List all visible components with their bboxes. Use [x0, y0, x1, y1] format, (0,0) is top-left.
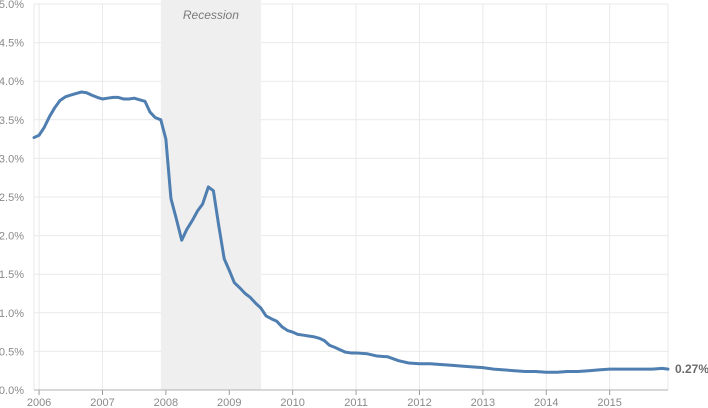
x-tick-label: 2009 [217, 397, 241, 408]
y-tick-label: 1.0% [0, 308, 24, 320]
y-axis-ticks: 0.0% 0.5% 1.0% 1.5% 2.0% 2.5% 3.0% 3.5% 4.0% 4.5%… [0, 0, 24, 397]
y-tick-label: 2.5% [0, 192, 24, 204]
recession-label: Recession [183, 8, 239, 22]
y-tick-label: 0.0% [0, 385, 24, 397]
y-tick-label: 3.0% [0, 153, 24, 165]
x-tick-label: 2013 [471, 397, 495, 408]
recession-band [160, 0, 261, 390]
x-tick-label: 2014 [534, 397, 558, 408]
x-axis-ticks: 2006 2007 2008 2009 2010 2011 2012 2013 2014 2015 [27, 389, 668, 408]
y-tick-label: 2.0% [0, 231, 24, 243]
series-line [32, 90, 670, 374]
x-tick-label: 2011 [344, 397, 368, 408]
x-tick-label: 2012 [407, 397, 431, 408]
y-tick-label: 3.5% [0, 115, 24, 127]
y-tick-label: 4.5% [0, 38, 24, 50]
y-tick-label: 4.0% [0, 76, 24, 88]
x-tick-label: 2010 [280, 397, 304, 408]
x-tick-label: 2007 [90, 397, 114, 408]
y-tick-label: 5.0% [0, 0, 24, 11]
x-tick-label: 2006 [27, 397, 51, 408]
x-tick-label: 2008 [154, 397, 178, 408]
end-value-label: 0.27% [675, 362, 708, 376]
x-tick-label: 2015 [597, 397, 621, 408]
y-tick-label: 0.5% [0, 346, 24, 358]
gridlines [33, 3, 669, 391]
y-tick-label: 1.5% [0, 269, 24, 281]
